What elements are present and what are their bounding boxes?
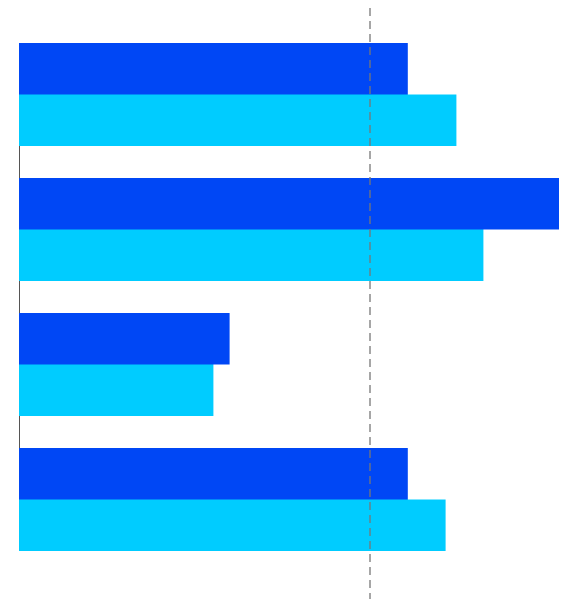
bar [19,178,559,230]
bar [19,499,446,551]
bar [19,43,408,95]
bar [19,313,230,365]
bar [19,229,484,281]
bar [19,94,457,146]
bar [19,448,408,500]
bar [19,364,214,416]
